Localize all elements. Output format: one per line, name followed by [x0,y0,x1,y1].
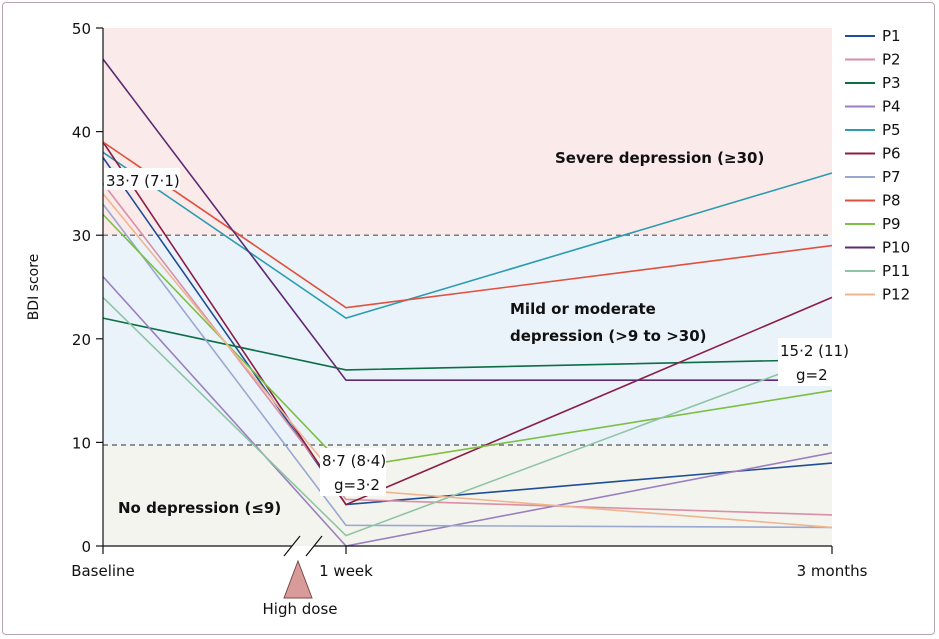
axis-break-icon [283,535,323,557]
zone-mild-moderate-band [103,235,832,445]
y-tick-label-0: 0 [81,538,91,556]
y-tick-label-40: 40 [72,124,91,142]
x-tick-label-1: 1 week [319,562,373,580]
zone-severe-band [103,28,832,236]
month-effect-size-label: g=2 [796,366,828,384]
month-mean-bg [778,338,848,386]
series-line-p11 [102,296,833,537]
legend-label-p1: P1 [882,27,901,45]
baseline-mean-bg [104,168,180,190]
series-line-p7 [102,203,833,529]
series-lines [102,58,833,547]
series-line-p6 [102,141,833,506]
series-line-p3 [102,317,833,371]
zone-no-depression-band [103,444,832,546]
legend-label-p6: P6 [882,145,901,163]
series-line-p2 [102,182,833,516]
legend-label-p5: P5 [882,121,901,139]
high-dose-marker-icon [283,559,313,599]
axis-break-slash-1 [283,535,301,557]
legend-label-p11: P11 [882,262,910,280]
y-tick-label-30: 30 [72,227,91,245]
series-line-p8 [102,141,833,309]
month-mean-label: 15·2 (11) [780,342,849,360]
week-effect-size-label: g=3·2 [334,476,380,494]
legend: P1 P2 P3 P4 P5 P6 P7 P8 P9 P10 P11 P12 [845,27,910,304]
week-mean-bg [320,448,386,496]
legend-label-p9: P9 [882,215,901,233]
zone-mild-label-line2: depression (>9 to >30) [510,327,707,345]
legend-label-p2: P2 [882,51,901,69]
legend-label-p8: P8 [882,192,901,210]
zone-severe-label: Severe depression (≥30) [555,149,764,167]
zone-none-label: No depression (≤9) [118,499,281,517]
zone-mild-label-line1: Mild or moderate [510,300,656,318]
legend-label-p12: P12 [882,286,910,304]
annotations: 33·7 (7·1) 8·7 (8·4) g=3·2 15·2 (11) g=2 [104,168,849,496]
baseline-mean-label: 33·7 (7·1) [106,172,180,190]
legend-label-p10: P10 [882,239,910,257]
legend-label-p3: P3 [882,74,901,92]
y-tick-label-50: 50 [72,20,91,38]
legend-label-p4: P4 [882,98,901,116]
x-ticks: Baseline 1 week 3 months [71,546,868,580]
y-axis-title: BDI score [26,254,42,321]
y-tick-label-20: 20 [72,331,91,349]
x-tick-label-0: Baseline [71,562,135,580]
y-ticks: 0 10 20 30 40 50 [72,20,103,556]
series-line-p10 [102,58,832,382]
series-line-p5 [102,151,833,319]
axis-break-slash-2 [305,535,323,557]
high-dose-label: High dose [263,600,338,618]
y-tick-label-10: 10 [72,434,91,452]
x-tick-label-2: 3 months [797,562,868,580]
legend-label-p7: P7 [882,168,901,186]
week-mean-label: 8·7 (8·4) [322,452,386,470]
